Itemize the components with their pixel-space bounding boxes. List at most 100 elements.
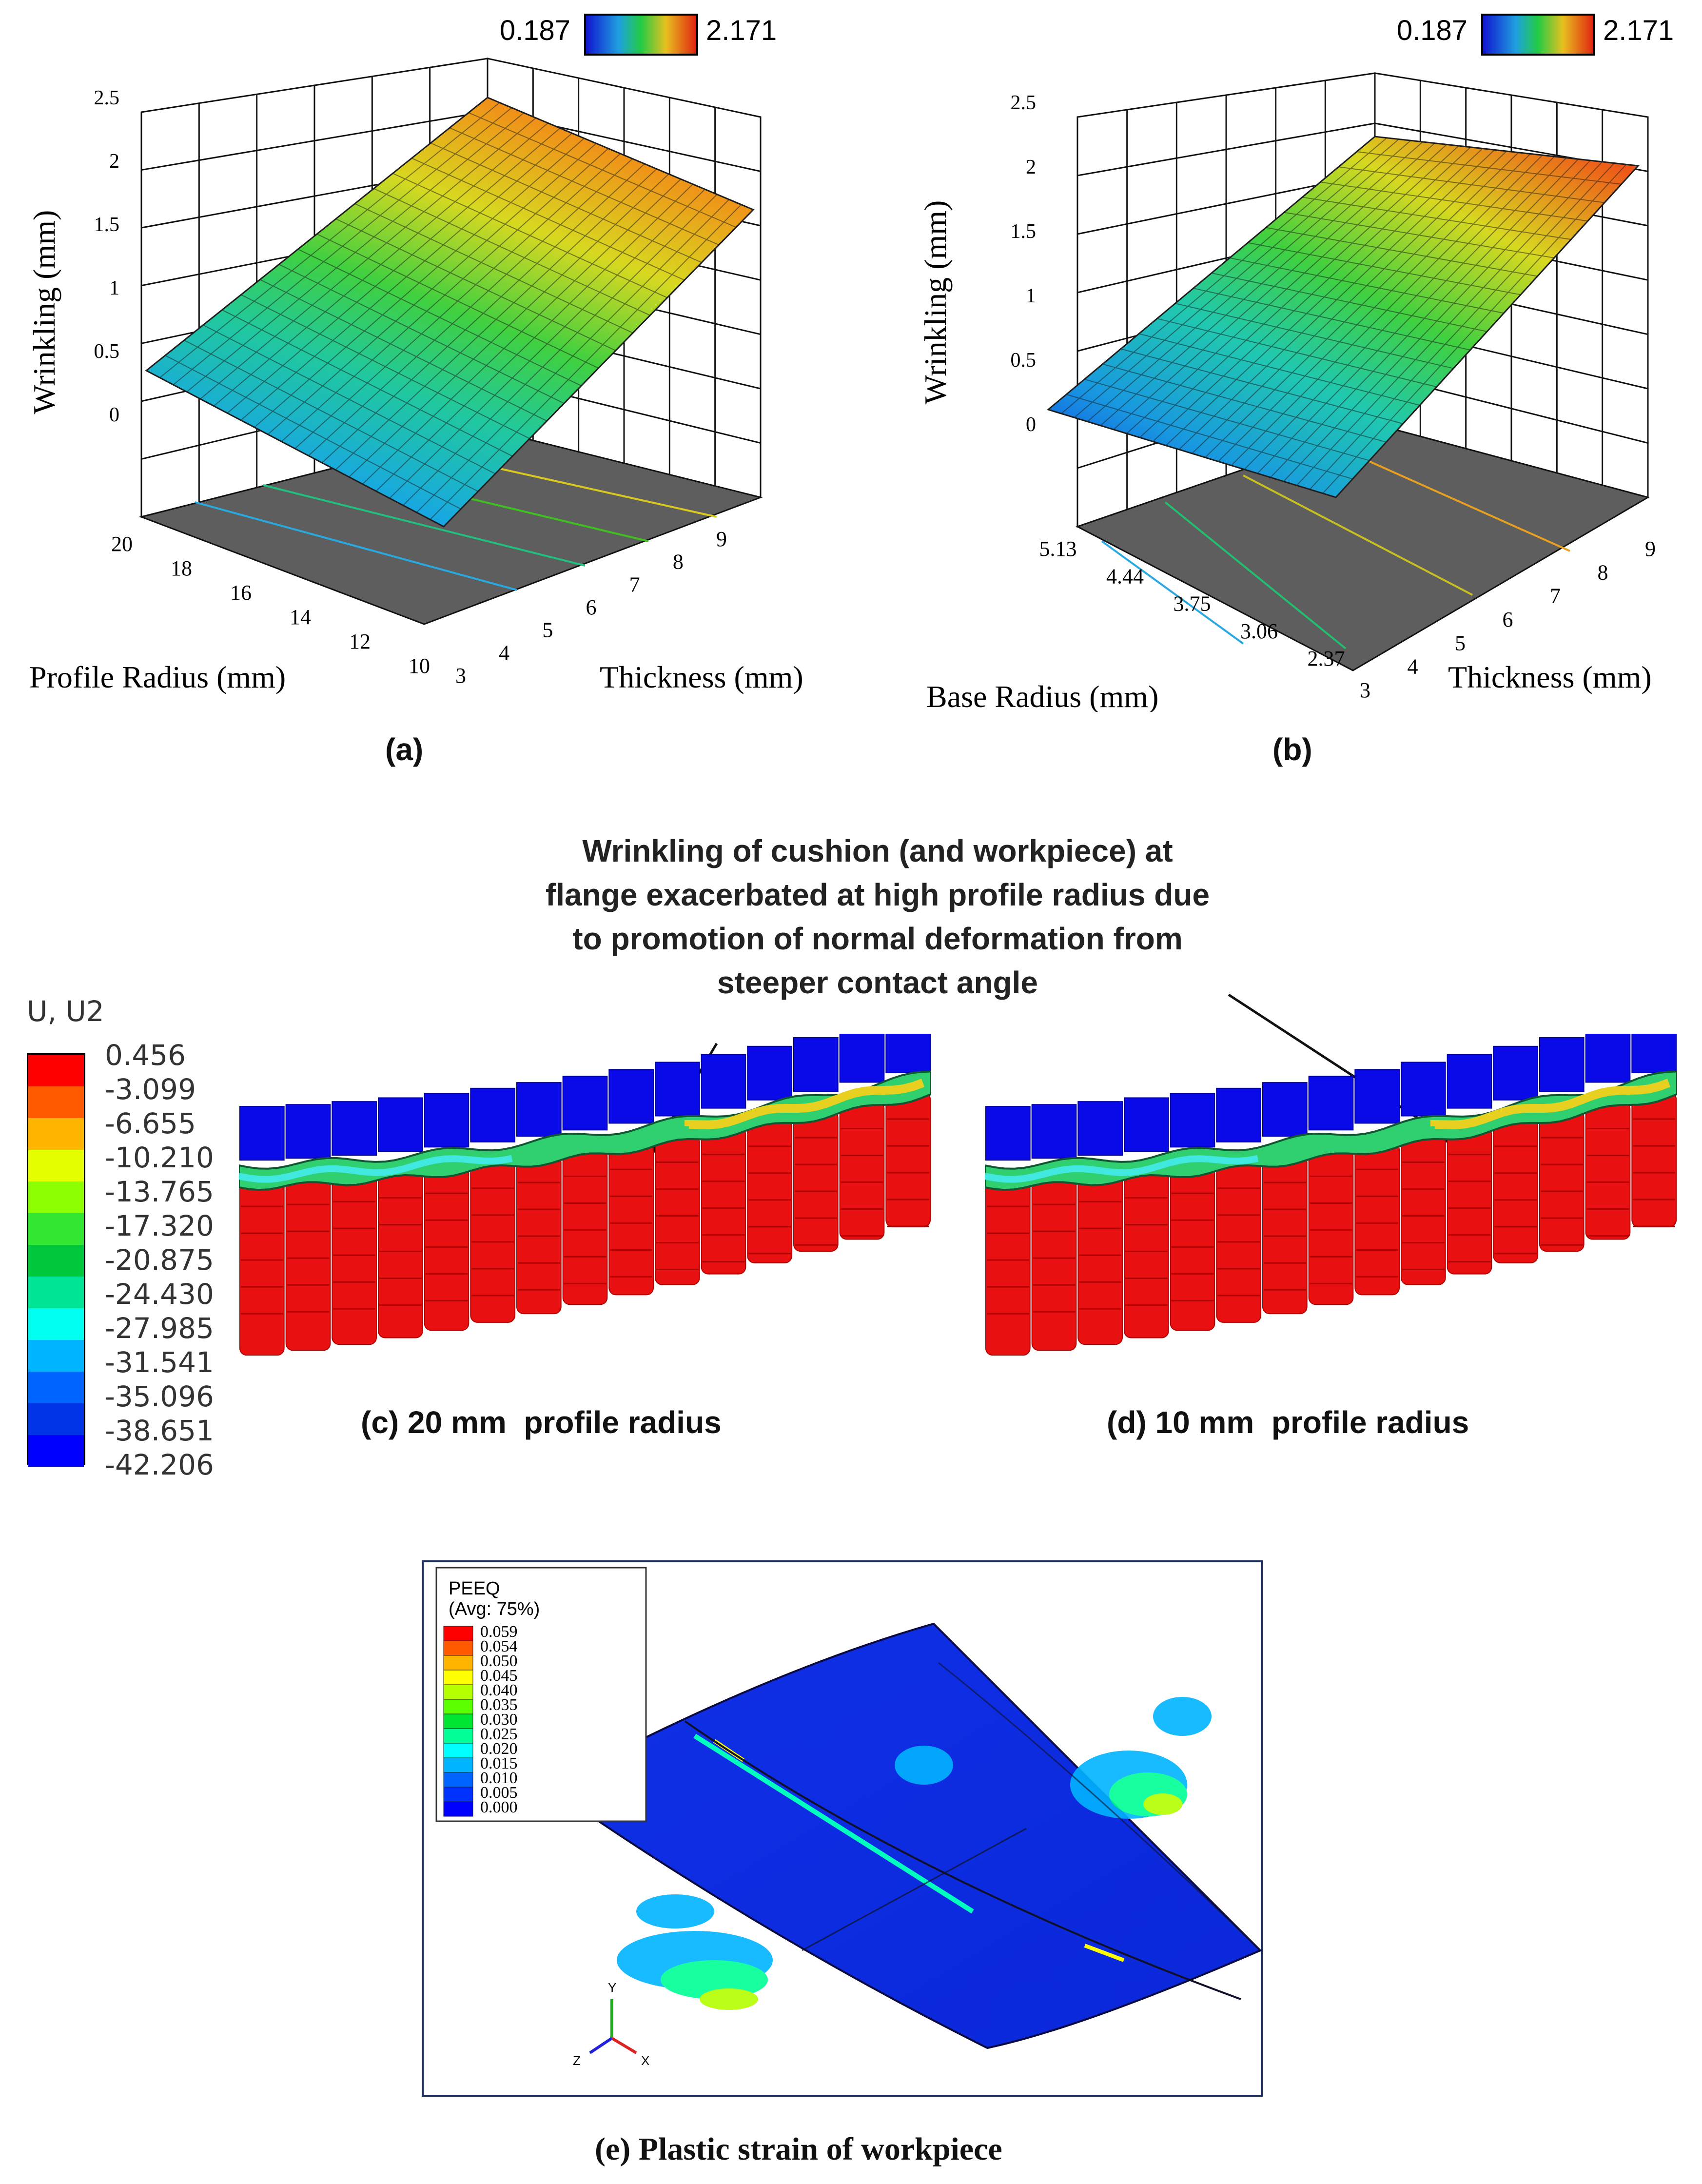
x-tick-label: 4 bbox=[1408, 655, 1418, 679]
x-tick-label: 7 bbox=[629, 572, 640, 596]
mesh-cell bbox=[1447, 1127, 1492, 1275]
peeq-legend-value: 0.050 bbox=[480, 1652, 518, 1670]
colorbar-max-label: 2.171 bbox=[706, 15, 777, 46]
panel-b-caption: (b) bbox=[1272, 732, 1312, 767]
x-axis-label: Thickness (mm) bbox=[600, 660, 803, 694]
peeq-legend-value: 0.059 bbox=[480, 1623, 518, 1641]
floor-contours bbox=[1101, 448, 1570, 649]
panel-e-caption: (e) Plastic strain of workpiece bbox=[595, 2131, 1002, 2167]
mesh-cell bbox=[747, 1119, 793, 1263]
x-tick-label: 6 bbox=[1503, 608, 1513, 631]
peeq-legend-swatch bbox=[443, 1713, 473, 1729]
peeq-legend-swatch bbox=[443, 1684, 473, 1700]
mesh-cell bbox=[1170, 1093, 1215, 1148]
annotation-line: steeper contact angle bbox=[717, 965, 1038, 1000]
mesh-cell bbox=[285, 1177, 331, 1351]
z-tick-label: 2.5 bbox=[1011, 92, 1037, 114]
mesh-cell bbox=[1077, 1174, 1123, 1345]
u2-legend: U, U2 0.456 -3.099 -6.655 -10.210 -13.765 -17… bbox=[27, 995, 251, 1481]
z-axis-ticks: 0 0.5 1 1.5 2 2.5 bbox=[94, 87, 120, 426]
x-tick-label: 5 bbox=[542, 618, 553, 642]
z-tick-label: 0 bbox=[109, 404, 119, 426]
panel-e-strain-plot: PEEQ (Avg: 75%) 0.0590.0540.0500.0450.04… bbox=[435, 1567, 1262, 2068]
mesh-cell bbox=[793, 1110, 839, 1252]
mesh-cell bbox=[1031, 1177, 1077, 1351]
peeq-legend-value: 0.054 bbox=[480, 1637, 518, 1655]
mesh-cell bbox=[839, 1101, 885, 1240]
u2-legend-value: -31.541 bbox=[105, 1346, 214, 1379]
mesh-cell bbox=[1631, 1092, 1677, 1228]
peeq-legend-value: 0.040 bbox=[480, 1681, 518, 1699]
mesh-cell bbox=[1216, 1087, 1262, 1142]
mesh-cell bbox=[985, 1106, 1031, 1161]
mesh-cell bbox=[1585, 1101, 1631, 1240]
panel-a-surface-plot: 0.187 2.171 00.511.522.5 Wrinkling (mm) … bbox=[27, 14, 803, 694]
u2-legend-value: -17.320 bbox=[105, 1209, 214, 1242]
x-tick-label: 8 bbox=[673, 550, 684, 574]
x-tick-label: 9 bbox=[1645, 537, 1656, 561]
peeq-legend-subtitle: (Avg: 75%) bbox=[449, 1599, 540, 1619]
u2-legend-swatch bbox=[28, 1213, 84, 1245]
mesh-cell bbox=[655, 1062, 700, 1117]
wrinkling-surface bbox=[1046, 136, 1640, 498]
u2-legend-value: -38.651 bbox=[105, 1414, 214, 1447]
y-tick-label: 20 bbox=[111, 532, 133, 556]
mesh-cell bbox=[1631, 1034, 1677, 1074]
triad-z-label: Z bbox=[573, 2053, 581, 2068]
z-tick-label: 1 bbox=[109, 277, 119, 299]
mesh-cell bbox=[1031, 1104, 1077, 1159]
mesh-cell bbox=[378, 1170, 423, 1338]
peeq-legend-swatch bbox=[443, 1640, 473, 1656]
mesh-cell bbox=[608, 1069, 654, 1124]
y-tick-label: 3.75 bbox=[1174, 592, 1211, 616]
u2-legend-value: -13.765 bbox=[105, 1175, 214, 1208]
mesh-cell bbox=[1539, 1037, 1585, 1092]
peeq-legend-value: 0.025 bbox=[480, 1725, 518, 1743]
mesh-cell bbox=[1124, 1097, 1169, 1152]
mesh-cell bbox=[655, 1135, 700, 1285]
z-axis-label: Wrinkling (mm) bbox=[918, 200, 953, 405]
u2-legend-swatch bbox=[28, 1277, 84, 1308]
peeq-legend-value: 0.005 bbox=[480, 1784, 518, 1802]
colorbar: 0.187 2.171 bbox=[500, 14, 777, 56]
mesh-cell bbox=[424, 1093, 470, 1148]
mesh-cell bbox=[285, 1104, 331, 1159]
mesh-cell bbox=[332, 1101, 377, 1156]
z-tick-label: 1 bbox=[1026, 285, 1036, 307]
mesh-cell bbox=[885, 1034, 931, 1074]
z-axis-ticks: 0 0.5 1 1.5 2 2.5 bbox=[1011, 92, 1037, 436]
mesh-cell bbox=[1401, 1135, 1446, 1285]
u2-legend-swatch bbox=[28, 1150, 84, 1181]
mesh-cell bbox=[1401, 1062, 1446, 1117]
mesh-cell bbox=[1354, 1069, 1400, 1124]
peeq-legend-swatch bbox=[443, 1626, 473, 1641]
peeq-legend-value: 0.000 bbox=[480, 1798, 518, 1816]
x-axis-label: Thickness (mm) bbox=[1448, 660, 1652, 694]
y-tick-label: 5.13 bbox=[1039, 537, 1077, 561]
mesh-cell bbox=[1493, 1119, 1539, 1263]
u2-legend-swatch bbox=[28, 1308, 84, 1340]
z-tick-label: 0.5 bbox=[1011, 349, 1037, 372]
z-tick-label: 1.5 bbox=[94, 214, 120, 236]
mesh-cell bbox=[793, 1037, 839, 1092]
x-tick-label: 4 bbox=[499, 641, 509, 665]
z-axis-label: Wrinkling (mm) bbox=[27, 210, 61, 414]
peeq-legend-value: 0.020 bbox=[480, 1740, 518, 1758]
cushion-band bbox=[985, 1070, 1677, 1191]
wrinkling-annotation: Wrinkling of cushion (and workpiece) at … bbox=[488, 829, 1268, 1004]
z-tick-label: 2 bbox=[1026, 156, 1036, 178]
mesh-cell bbox=[1447, 1054, 1492, 1109]
triad-y-label: Y bbox=[608, 1980, 616, 1995]
panel-b-surface-plot: 0.187 2.171 00.511.522.5 Wrinkling (mm) … bbox=[918, 14, 1674, 712]
x-tick-label: 3 bbox=[1360, 678, 1370, 702]
u2-legend-swatch bbox=[28, 1403, 84, 1435]
u2-legend-value: -35.096 bbox=[105, 1380, 214, 1413]
y-tick-label: 14 bbox=[290, 605, 311, 629]
z-tick-label: 2.5 bbox=[94, 87, 120, 109]
u2-legend-value: -10.210 bbox=[105, 1141, 214, 1174]
cushion-band bbox=[239, 1070, 931, 1191]
mesh-cell bbox=[608, 1142, 654, 1296]
mesh-cell bbox=[516, 1082, 562, 1137]
u2-legend-value: -20.875 bbox=[105, 1243, 214, 1277]
x-tick-label: 8 bbox=[1598, 560, 1608, 584]
